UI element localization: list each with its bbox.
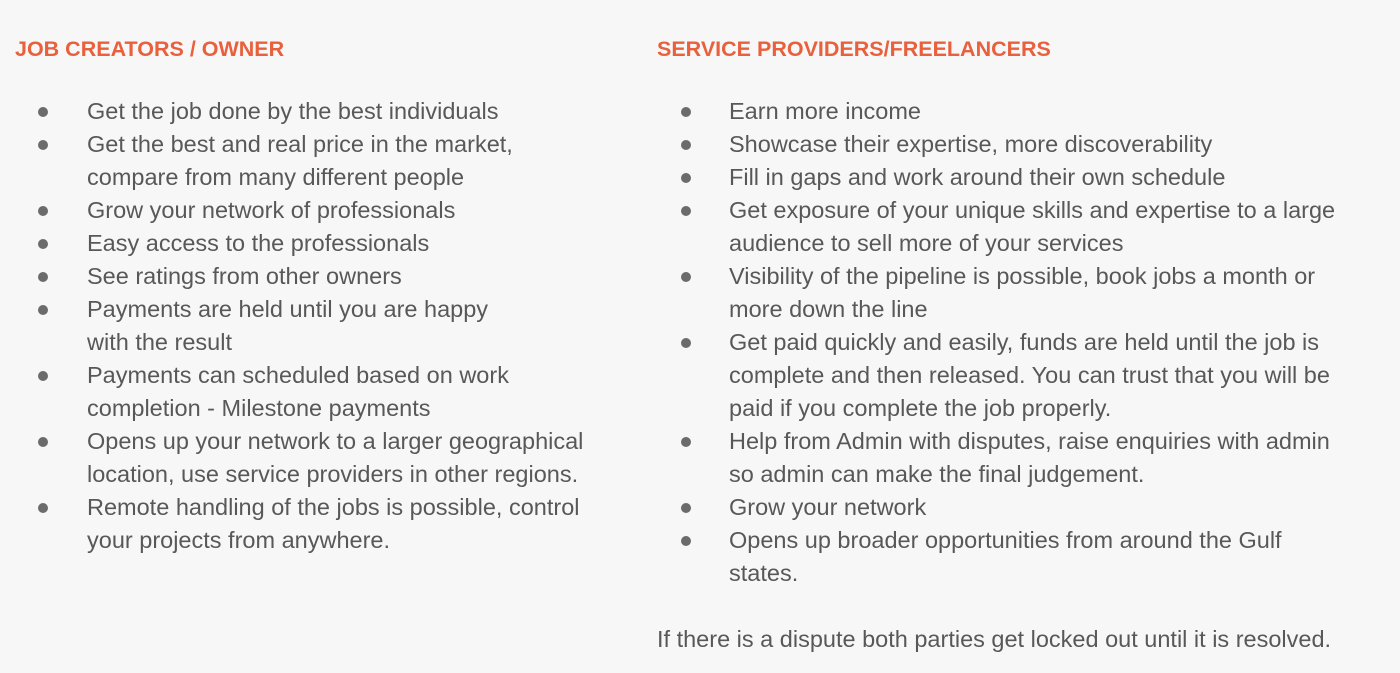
- bullet-icon: [38, 371, 48, 381]
- list-item: Payments can scheduled based on work com…: [15, 359, 557, 425]
- bullet-icon: [681, 338, 691, 348]
- list-item-text: Get the job done by the best individuals: [87, 98, 499, 124]
- list-item: Help from Admin with disputes, raise enq…: [657, 425, 1349, 491]
- list-item-text: Get exposure of your unique skills and e…: [729, 197, 1336, 256]
- list-item: Remote handling of the jobs is possible,…: [15, 491, 607, 557]
- list-item: Grow your network of professionals: [15, 194, 557, 227]
- list-item: Get the best and real price in the marke…: [15, 128, 557, 194]
- list-item-text: Get the best and real price in the marke…: [87, 131, 513, 190]
- bullet-icon: [681, 503, 691, 513]
- list-item: Earn more income: [657, 95, 1349, 128]
- list-item: Visibility of the pipeline is possible, …: [657, 260, 1349, 326]
- list-item: Grow your network: [657, 491, 1349, 524]
- job-creators-section: JOB CREATORS / OWNER Get the job done by…: [15, 28, 625, 557]
- list-item-text: Get paid quickly and easily, funds are h…: [729, 329, 1330, 421]
- bullet-icon: [681, 140, 691, 150]
- list-item-text: See ratings from other owners: [87, 263, 402, 289]
- list-item-text: Help from Admin with disputes, raise enq…: [729, 428, 1330, 487]
- list-item-text: Easy access to the professionals: [87, 230, 430, 256]
- bullet-icon: [38, 305, 48, 315]
- bullet-icon: [38, 140, 48, 150]
- list-item-text: Payments can scheduled based on work com…: [87, 362, 509, 421]
- list-item: Showcase their expertise, more discovera…: [657, 128, 1349, 161]
- bullet-icon: [681, 107, 691, 117]
- list-item: Easy access to the professionals: [15, 227, 557, 260]
- list-item-text: Grow your network: [729, 494, 927, 520]
- bullet-icon: [681, 536, 691, 546]
- bullet-icon: [681, 437, 691, 447]
- bullet-icon: [38, 107, 48, 117]
- bullet-icon: [38, 503, 48, 513]
- bullet-icon: [38, 437, 48, 447]
- bullet-icon: [38, 272, 48, 282]
- list-item: Fill in gaps and work around their own s…: [657, 161, 1349, 194]
- list-item-text: Remote handling of the jobs is possible,…: [87, 494, 580, 553]
- list-item-text: Earn more income: [729, 98, 921, 124]
- list-item-text: Opens up broader opportunities from arou…: [729, 527, 1282, 586]
- bullet-icon: [681, 206, 691, 216]
- list-item: Payments are held until you are happy wi…: [15, 293, 507, 359]
- list-item: Get the job done by the best individuals: [15, 95, 557, 128]
- list-item: Get exposure of your unique skills and e…: [657, 194, 1349, 260]
- service-providers-heading: SERVICE PROVIDERS/FREELANCERS: [657, 37, 1051, 61]
- list-item-text: Grow your network of professionals: [87, 197, 456, 223]
- bullet-icon: [38, 206, 48, 216]
- list-item-text: Visibility of the pipeline is possible, …: [729, 263, 1316, 322]
- list-item-text: Fill in gaps and work around their own s…: [729, 164, 1226, 190]
- list-item-text: Opens up your network to a larger geogra…: [87, 428, 584, 487]
- job-creators-heading: JOB CREATORS / OWNER: [15, 37, 285, 61]
- dispute-note: If there is a dispute both parties get l…: [657, 626, 1332, 652]
- job-creators-list: Get the job done by the best individuals…: [15, 95, 625, 557]
- list-item: Get paid quickly and easily, funds are h…: [657, 326, 1349, 425]
- bullet-icon: [681, 272, 691, 282]
- service-providers-list: Earn more income Showcase their expertis…: [657, 95, 1387, 590]
- list-item: Opens up your network to a larger geogra…: [15, 425, 607, 491]
- service-providers-section: SERVICE PROVIDERS/FREELANCERS Earn more …: [657, 28, 1387, 656]
- list-item: Opens up broader opportunities from arou…: [657, 524, 1299, 590]
- list-item: See ratings from other owners: [15, 260, 557, 293]
- list-item-text: Payments are held until you are happy wi…: [87, 296, 489, 355]
- bullet-icon: [681, 173, 691, 183]
- bullet-icon: [38, 239, 48, 249]
- list-item-text: Showcase their expertise, more discovera…: [729, 131, 1213, 157]
